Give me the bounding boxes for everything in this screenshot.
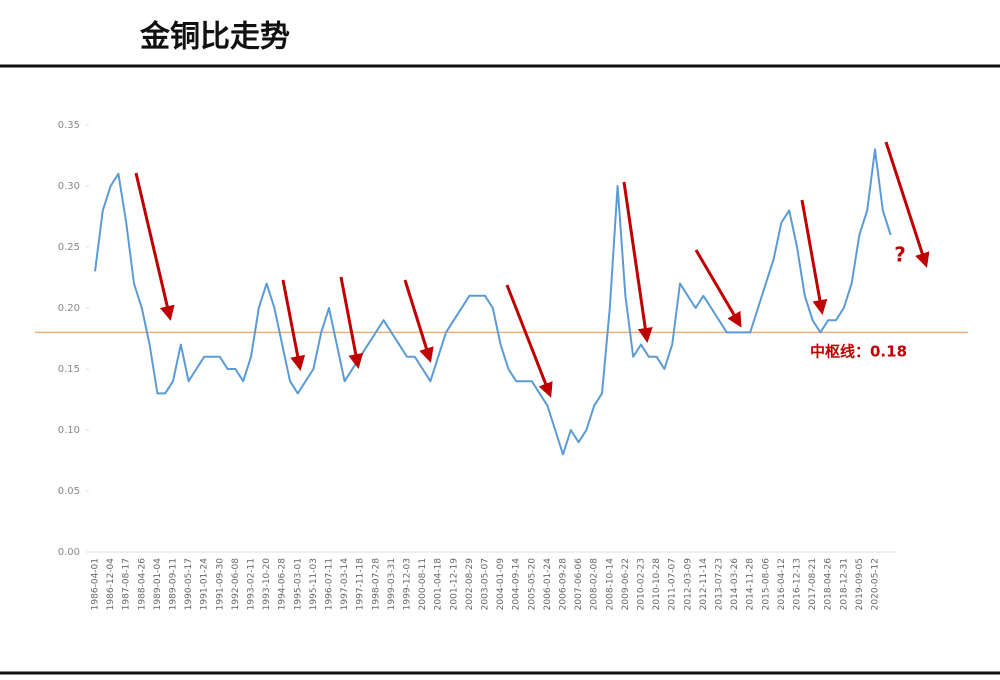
- y-tick-label: 0.20: [58, 303, 80, 314]
- x-tick-label: 1998-07-28: [371, 558, 381, 611]
- x-tick-label: 1986-04-01: [91, 558, 101, 610]
- x-tick-label: 2017-08-21: [808, 558, 818, 610]
- x-tick-label: 1989-01-04: [153, 558, 163, 611]
- x-tick-label: 2012-03-09: [683, 558, 693, 611]
- x-tick-label: 1991-01-24: [200, 558, 210, 611]
- x-tick-label: 2009-06-22: [621, 558, 631, 610]
- x-tick-label: 2012-11-14: [699, 558, 709, 611]
- x-tick-label: 1987-08-17: [122, 558, 132, 610]
- x-tick-label: 2010-02-23: [637, 558, 647, 610]
- x-tick-label: 2020-05-12: [871, 558, 881, 610]
- x-tick-label: 2008-10-14: [605, 558, 615, 611]
- y-tick-label: 0.15: [58, 364, 80, 375]
- x-tick-label: 1997-03-14: [340, 558, 350, 611]
- x-tick-label: 1995-11-03: [309, 558, 319, 610]
- x-tick-label: 2004-09-14: [512, 558, 522, 611]
- x-tick-label: 2014-03-26: [730, 558, 740, 611]
- chart-title: 金铜比走势: [139, 20, 290, 55]
- arrow: [505, 284, 553, 398]
- x-tick-label: 1990-05-17: [184, 558, 194, 610]
- x-tick-label: 1993-10-20: [262, 558, 272, 611]
- y-tick-label: 0.25: [58, 242, 80, 253]
- arrow: [339, 276, 364, 369]
- x-tick-label: 1997-11-18: [356, 558, 366, 611]
- x-tick-label: 2014-11-28: [746, 558, 756, 611]
- x-tick-label: 2008-02-08: [590, 558, 600, 611]
- y-tick-label: 0.30: [58, 181, 80, 192]
- x-tick-label: 2001-04-18: [434, 558, 444, 611]
- arrow: [622, 181, 653, 343]
- x-tick-label: 2007-06-06: [574, 558, 584, 611]
- x-tick-label: 2004-01-09: [496, 558, 506, 611]
- x-tick-label: 1989-09-11: [169, 558, 179, 610]
- x-tick-label: 1993-02-11: [247, 558, 257, 610]
- x-tick-label: 1999-03-31: [387, 558, 397, 610]
- x-tick-label: 1991-09-30: [215, 558, 225, 611]
- reference-label: 中枢线：0.18: [810, 343, 907, 361]
- x-tick-label: 1992-06-08: [231, 558, 241, 611]
- y-tick-label: 0.10: [58, 425, 80, 436]
- y-tick-label: 0.05: [58, 486, 80, 497]
- x-tick-label: 2018-12-31: [839, 558, 849, 610]
- x-tick-label: 2000-08-11: [418, 558, 428, 610]
- x-tick-label: 2005-05-20: [527, 558, 537, 611]
- arrow: [884, 141, 930, 268]
- arrows: [134, 141, 930, 398]
- x-tick-label: 1988-04-26: [137, 558, 147, 611]
- x-tick-label: 2015-08-06: [761, 558, 771, 611]
- arrow: [403, 279, 434, 363]
- x-tick-label: 1994-06-28: [278, 558, 288, 611]
- arrow: [694, 249, 742, 328]
- arrow: [134, 172, 175, 321]
- arrow: [281, 279, 306, 371]
- x-tick-label: 2002-08-29: [465, 558, 475, 611]
- x-tick-label: 2006-09-28: [559, 558, 569, 611]
- x-tick-label: 2006-01-24: [543, 558, 553, 611]
- x-tick-label: 2018-04-26: [824, 558, 834, 611]
- y-tick-label: 0.00: [58, 547, 80, 558]
- annotation: ?: [894, 243, 906, 267]
- x-tick-label: 2010-10-28: [652, 558, 662, 611]
- y-tick-label: 0.35: [58, 120, 80, 131]
- x-tick-label: 1996-07-11: [325, 558, 335, 610]
- x-tick-label: 2016-04-12: [777, 558, 787, 610]
- x-tick-label: 2016-12-13: [793, 558, 803, 610]
- x-tick-label: 2003-05-07: [481, 558, 491, 610]
- x-tick-label: 1995-03-01: [293, 558, 303, 610]
- x-tick-label: 1986-12-04: [106, 558, 116, 611]
- x-tick-label: 2013-07-23: [715, 558, 725, 610]
- x-tick-label: 2011-07-07: [668, 558, 678, 610]
- x-tick-label: 1999-12-03: [403, 558, 413, 610]
- data-line: [94, 148, 892, 456]
- x-tick-label: 2001-12-19: [449, 558, 459, 611]
- arrow: [800, 199, 828, 315]
- x-tick-label: 2019-09-05: [855, 558, 865, 610]
